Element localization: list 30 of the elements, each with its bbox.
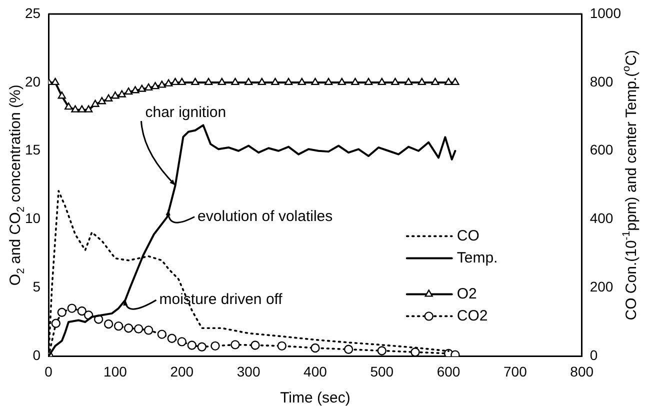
x-tick-label: 0 — [44, 363, 53, 380]
annotation: evolution of volatiles — [198, 208, 333, 225]
x-tick-label: 100 — [104, 363, 128, 380]
x-axis-title: Time (sec) — [280, 389, 350, 406]
y-tick-label: 0 — [32, 347, 41, 364]
x-tick-label: 800 — [570, 363, 594, 380]
y-tick-label: 20 — [24, 73, 41, 90]
legend-label: CO2 — [456, 307, 488, 324]
x-tick-label: 700 — [504, 363, 528, 380]
y2-tick-label: 600 — [590, 142, 614, 158]
y-tick-label: 10 — [24, 210, 41, 226]
y2-tick-label: 200 — [590, 278, 614, 295]
y2-tick-label: 400 — [590, 210, 614, 226]
legend-label: CO — [456, 227, 480, 244]
y2-tick-label: 800 — [590, 73, 614, 90]
x-tick-label: 600 — [436, 363, 460, 380]
legend-label: O2 — [456, 285, 477, 302]
x-tick-label: 200 — [170, 363, 194, 380]
annotation: char ignition — [145, 104, 226, 122]
y-tick-label: 5 — [32, 278, 41, 295]
y2-axis-title: CO Con.(10-1ppm) and center Temp.(oC) — [620, 50, 640, 320]
y-tick-label: 25 — [24, 4, 41, 21]
x-tick-label: 400 — [304, 363, 328, 380]
y2-tick-label: 0 — [590, 347, 598, 364]
annotation: moisture driven off — [159, 291, 284, 308]
x-tick-label: 300 — [236, 363, 260, 380]
y-tick-label: 15 — [24, 142, 41, 158]
x-tick-label: 500 — [370, 363, 394, 380]
legend-label: Temp. — [456, 249, 498, 266]
y2-tick-label: 1000 — [590, 4, 622, 21]
